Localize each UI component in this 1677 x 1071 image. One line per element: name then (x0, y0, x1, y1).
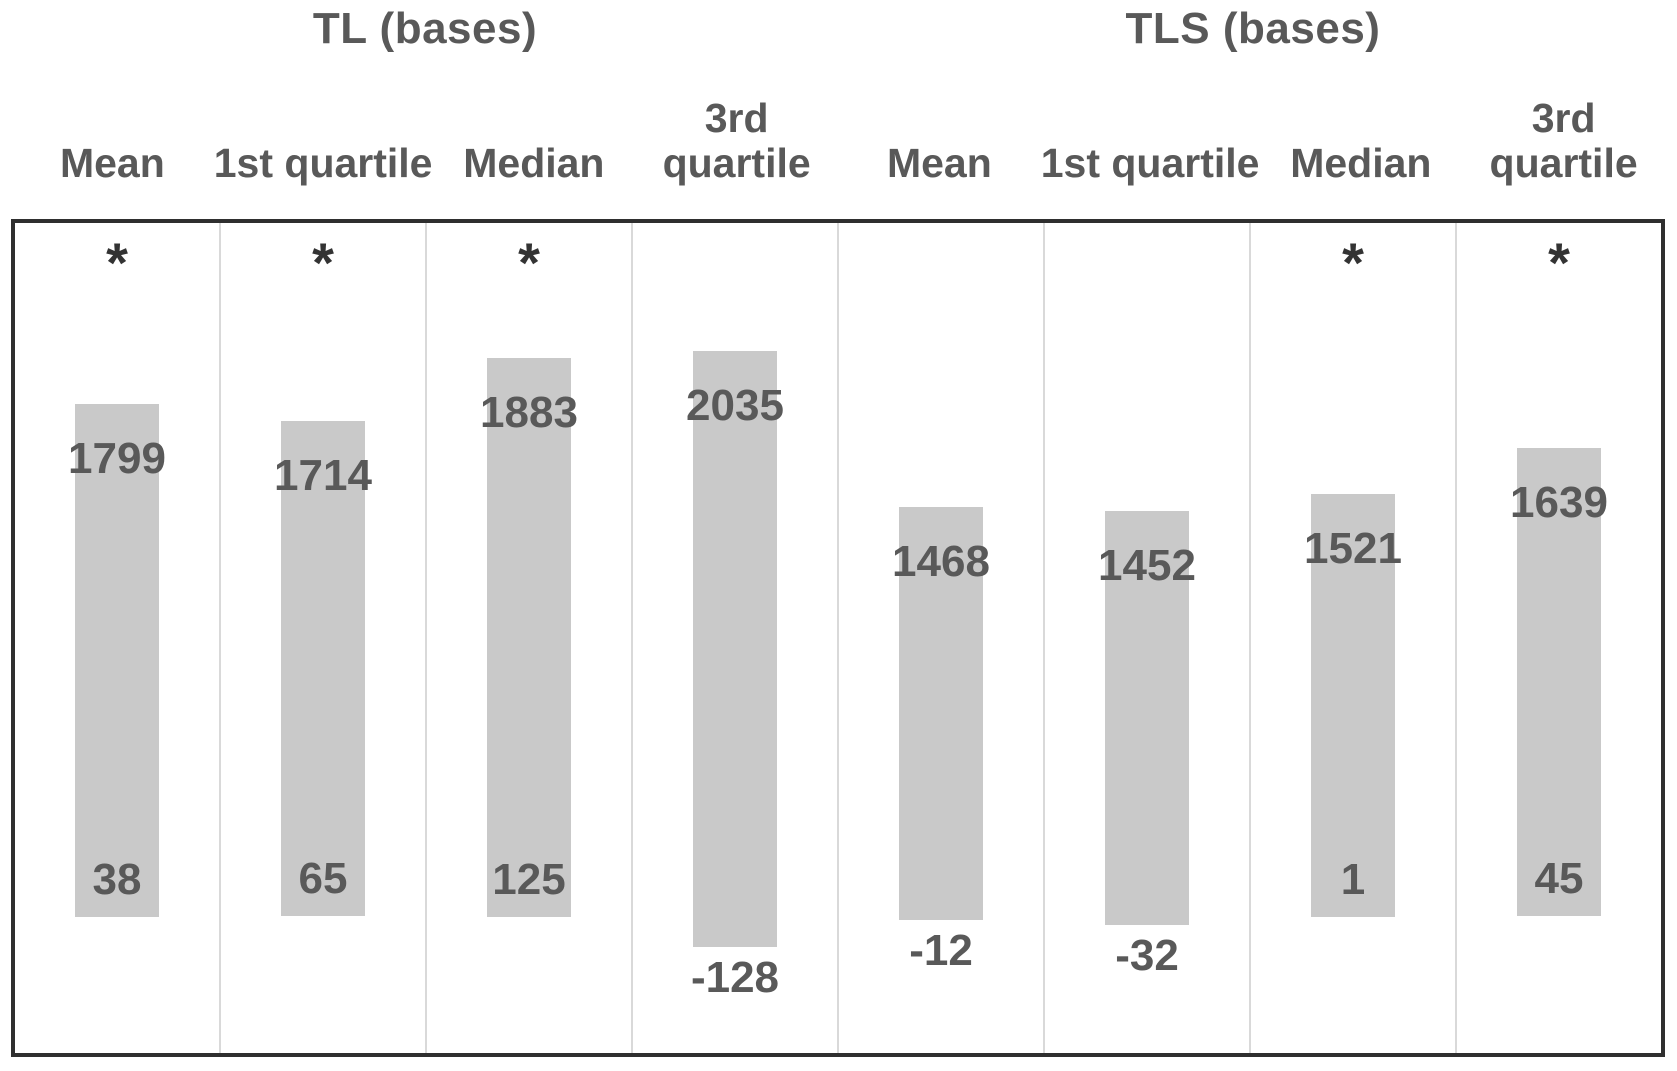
range-bar (1311, 494, 1395, 917)
chart-column-tls-mean: 1468 -12 (839, 223, 1045, 1053)
bar-high-value: 1714 (274, 451, 372, 500)
column-header-tl-3rd-quartile: 3rd quartile (662, 94, 811, 186)
column-header-tls-1st-quartile: 1st quartile (1040, 139, 1260, 186)
bar-low-value: 125 (492, 855, 566, 904)
bar-high-value: 1799 (68, 434, 166, 483)
range-bar (281, 421, 365, 916)
column-header-tl-mean: Mean (59, 139, 165, 186)
column-header-tls-mean: Mean (886, 139, 992, 186)
chart-column-tl-3rd-quartile: 2035 -128 (633, 223, 839, 1053)
range-bar (899, 507, 983, 920)
group-title-tls: TLS (bases) (1125, 4, 1381, 53)
chart-column-tl-1st-quartile: * 1714 65 (221, 223, 427, 1053)
significance-asterisk (633, 235, 837, 305)
column-header-row: Mean 1st quartile Median 3rd quartile Me… (11, 70, 1665, 188)
group-title-tl: TL (bases) (312, 4, 538, 53)
range-bar (487, 358, 571, 917)
significance-asterisk: * (1342, 231, 1364, 294)
range-bar (693, 351, 777, 947)
bar-low-value: -32 (1115, 931, 1179, 980)
significance-asterisk: * (312, 231, 334, 294)
bar-low-value: -12 (909, 926, 973, 975)
bar-high-value: 1452 (1098, 541, 1196, 590)
bar-low-value: 45 (1534, 854, 1584, 903)
bar-high-value: 1521 (1304, 524, 1402, 573)
bar-high-value: 1639 (1510, 478, 1608, 527)
significance-asterisk (839, 235, 1043, 305)
significance-asterisk: * (106, 231, 128, 294)
chart-column-tls-median: * 1521 1 (1251, 223, 1457, 1053)
range-bar (1517, 448, 1601, 916)
column-header-tl-median: Median (463, 139, 605, 186)
significance-asterisk: * (518, 231, 540, 294)
bar-low-value: 65 (298, 854, 348, 903)
chart-column-tls-3rd-quartile: * 1639 45 (1457, 223, 1661, 1053)
column-header-tls-median: Median (1290, 139, 1432, 186)
significance-asterisk: * (1548, 231, 1570, 294)
bar-high-value: 1883 (480, 388, 578, 437)
bar-high-value: 1468 (892, 537, 990, 586)
range-bar (1105, 511, 1189, 925)
chart-column-tls-1st-quartile: 1452 -32 (1045, 223, 1251, 1053)
significance-asterisk (1045, 235, 1249, 305)
bar-low-value: -128 (690, 953, 780, 1002)
plot-area: * 1799 38 * 1714 65 * 1883 125 2035 -128 (11, 219, 1665, 1057)
chart-column-tl-median: * 1883 125 (427, 223, 633, 1053)
bar-low-value: 1 (1340, 855, 1366, 904)
chart-column-tl-mean: * 1799 38 (15, 223, 221, 1053)
column-header-tls-3rd-quartile: 3rd quartile (1489, 94, 1638, 186)
bar-high-value: 2035 (686, 381, 784, 430)
range-bar (75, 404, 159, 917)
column-header-tl-1st-quartile: 1st quartile (213, 139, 433, 186)
bar-low-value: 38 (92, 855, 142, 904)
